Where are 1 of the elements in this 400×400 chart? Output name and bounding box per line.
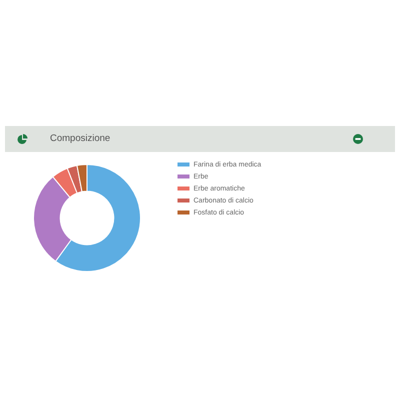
chart-title: Composizione <box>50 133 110 145</box>
